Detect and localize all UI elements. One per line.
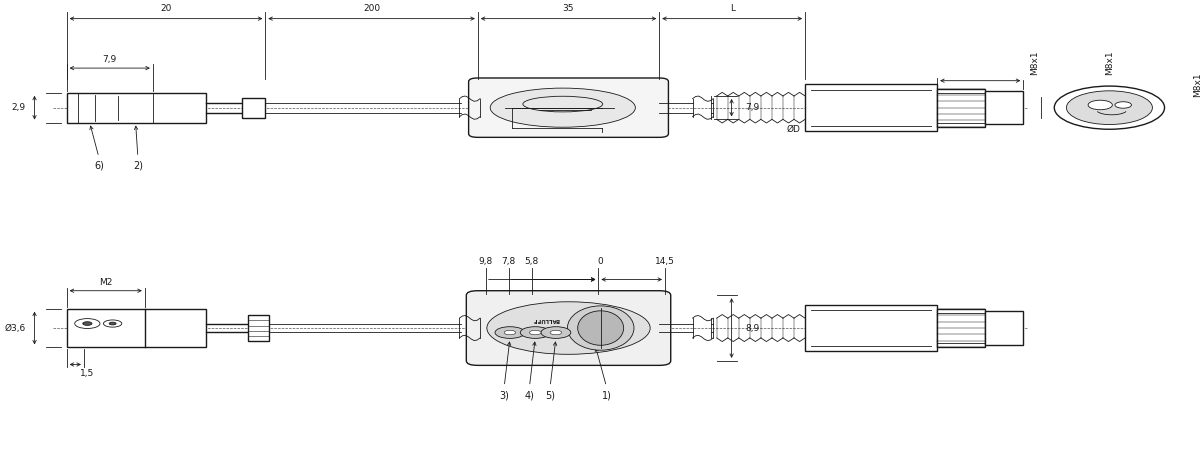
Ellipse shape: [577, 311, 624, 345]
Text: 2,9: 2,9: [11, 103, 25, 112]
Text: 7,9: 7,9: [103, 55, 116, 64]
Text: 20: 20: [161, 4, 172, 13]
Circle shape: [504, 330, 516, 335]
Bar: [937, 89, 985, 127]
Bar: [67, 93, 205, 123]
Ellipse shape: [568, 306, 634, 350]
Text: 7,9: 7,9: [745, 103, 760, 112]
Text: 4): 4): [524, 390, 534, 400]
Text: ØD: ØD: [787, 125, 800, 134]
Text: 7,8: 7,8: [502, 257, 516, 266]
Circle shape: [1055, 86, 1164, 129]
Circle shape: [529, 330, 541, 335]
Circle shape: [1115, 102, 1132, 108]
Text: 14,5: 14,5: [655, 257, 674, 266]
Text: 5,8: 5,8: [524, 257, 539, 266]
Text: M8x1: M8x1: [1105, 50, 1114, 75]
Ellipse shape: [491, 88, 635, 127]
FancyBboxPatch shape: [469, 78, 668, 137]
Circle shape: [109, 322, 116, 325]
FancyBboxPatch shape: [467, 291, 671, 365]
Text: 200: 200: [364, 4, 380, 13]
Circle shape: [83, 322, 92, 325]
Circle shape: [541, 327, 571, 338]
Circle shape: [496, 327, 524, 338]
Text: Ø3,6: Ø3,6: [4, 324, 25, 332]
Text: 1): 1): [601, 390, 611, 400]
Circle shape: [521, 327, 550, 338]
Text: 1,5: 1,5: [79, 369, 94, 378]
Text: 35: 35: [563, 4, 575, 13]
Text: 6): 6): [94, 161, 103, 171]
Bar: [937, 309, 985, 347]
Text: 8,9: 8,9: [745, 324, 760, 332]
Circle shape: [1088, 100, 1112, 110]
Bar: [985, 91, 1024, 124]
Bar: [248, 315, 269, 341]
Text: M8x1: M8x1: [1193, 73, 1200, 97]
Circle shape: [103, 320, 122, 327]
Circle shape: [74, 319, 100, 329]
Bar: [805, 84, 937, 131]
Circle shape: [550, 330, 562, 335]
Text: L: L: [730, 4, 734, 13]
Text: BALLUFF: BALLUFF: [532, 317, 559, 322]
Bar: [242, 98, 265, 118]
Circle shape: [1067, 91, 1152, 124]
Bar: [985, 311, 1024, 345]
Bar: [67, 309, 205, 347]
Text: M8x1: M8x1: [1031, 50, 1039, 75]
Bar: [805, 305, 937, 352]
Text: 3): 3): [499, 390, 509, 400]
Text: 5): 5): [545, 390, 556, 400]
Text: 0: 0: [598, 257, 604, 266]
Text: 2): 2): [133, 161, 143, 171]
Ellipse shape: [487, 302, 650, 354]
Text: M2: M2: [100, 278, 113, 287]
Text: 9,8: 9,8: [479, 257, 493, 266]
